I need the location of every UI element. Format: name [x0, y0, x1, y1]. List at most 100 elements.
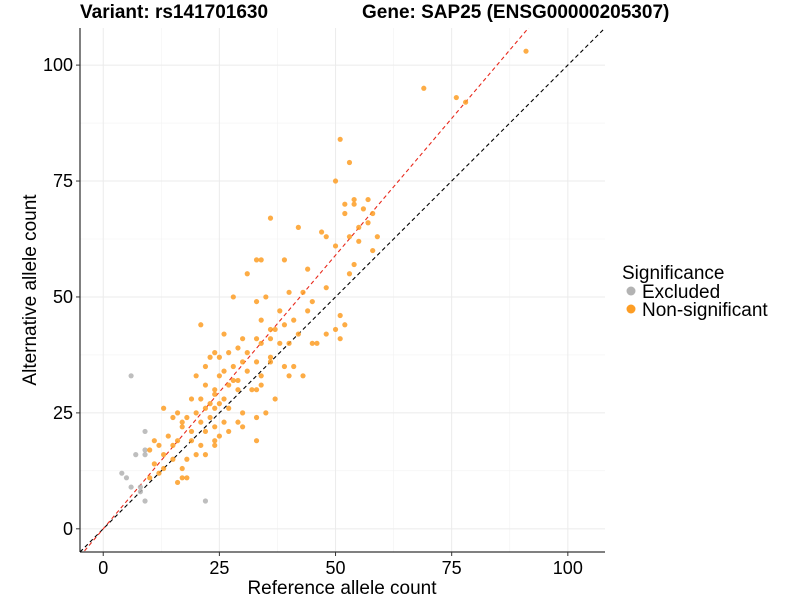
point-non-significant [342, 210, 348, 217]
point-non-significant [370, 210, 376, 217]
point-non-significant [235, 377, 241, 384]
point-non-significant [351, 201, 357, 207]
point-excluded [119, 470, 125, 476]
chart-title-variant: Variant: rs141701630 [80, 2, 269, 23]
point-non-significant [253, 359, 260, 365]
point-non-significant [202, 382, 209, 388]
point-non-significant [356, 224, 362, 230]
point-non-significant [179, 419, 185, 425]
x-axis-title: Reference allele count [247, 578, 437, 599]
point-non-significant [226, 382, 232, 388]
point-non-significant [318, 229, 325, 235]
point-non-significant [221, 368, 227, 374]
point-non-significant [193, 452, 199, 458]
point-non-significant [221, 419, 227, 425]
point-non-significant [244, 271, 250, 277]
point-non-significant [170, 414, 176, 421]
point-non-significant [161, 405, 167, 411]
point-non-significant [212, 350, 218, 356]
point-excluded [123, 475, 130, 481]
point-non-significant [216, 401, 222, 407]
point-non-significant [258, 373, 264, 379]
point-non-significant [226, 428, 232, 435]
point-non-significant [272, 326, 278, 333]
point-non-significant [267, 336, 274, 342]
point-non-significant [253, 387, 260, 393]
point-non-significant [221, 396, 227, 402]
point-non-significant [267, 215, 274, 221]
point-non-significant [332, 243, 339, 249]
point-non-significant [360, 206, 367, 212]
legend: Significance Excluded Non-significant [622, 263, 768, 321]
point-non-significant [202, 428, 209, 435]
point-excluded [142, 452, 148, 458]
point-excluded [133, 452, 139, 458]
point-non-significant [295, 224, 301, 230]
point-non-significant [226, 350, 232, 356]
point-non-significant [165, 433, 171, 439]
point-excluded [202, 498, 209, 504]
point-non-significant [221, 331, 227, 337]
point-non-significant [147, 447, 153, 453]
point-non-significant [198, 419, 204, 425]
point-non-significant [253, 257, 260, 263]
point-non-significant [179, 475, 185, 481]
point-non-significant [337, 312, 343, 319]
y-tick-label: 100 [43, 55, 73, 75]
point-non-significant [235, 419, 241, 425]
y-tick-label: 25 [53, 403, 73, 423]
point-non-significant [370, 247, 376, 254]
point-non-significant [295, 331, 301, 337]
point-non-significant [151, 461, 157, 467]
x-tick-label: 0 [98, 558, 108, 578]
point-non-significant [161, 465, 167, 472]
point-non-significant [188, 438, 195, 444]
chart-title-gene: Gene: SAP25 (ENSG00000205307) [362, 2, 670, 23]
point-non-significant [235, 345, 241, 351]
point-non-significant [202, 405, 209, 411]
point-non-significant [253, 336, 260, 342]
point-non-significant [207, 354, 213, 360]
point-non-significant [202, 363, 209, 370]
point-non-significant [198, 396, 204, 402]
point-non-significant [188, 428, 195, 435]
point-excluded [142, 447, 148, 453]
point-non-significant [198, 442, 204, 448]
point-non-significant [212, 405, 218, 411]
reference-line-identity [80, 28, 605, 552]
point-non-significant [156, 470, 162, 476]
point-non-significant [351, 261, 357, 268]
x-tick-label: 50 [326, 558, 346, 578]
x-tick-label: 75 [442, 558, 462, 578]
point-non-significant [207, 401, 213, 407]
point-non-significant [365, 196, 371, 203]
point-non-significant [305, 308, 311, 314]
point-non-significant [202, 452, 209, 458]
point-excluded [142, 428, 148, 435]
point-excluded [128, 484, 134, 490]
point-non-significant [184, 414, 190, 421]
point-non-significant [263, 294, 269, 300]
point-non-significant [281, 322, 288, 328]
point-non-significant [277, 308, 283, 314]
point-non-significant [216, 433, 222, 439]
point-non-significant [286, 373, 292, 379]
point-non-significant [356, 238, 362, 244]
point-non-significant [184, 475, 190, 481]
point-excluded [128, 373, 134, 379]
tick-labels: 0 25 50 75 100 0 25 50 75 100 [43, 55, 583, 578]
point-non-significant [281, 257, 288, 263]
point-non-significant [463, 99, 469, 105]
point-non-significant [267, 354, 274, 360]
point-non-significant [240, 424, 246, 430]
point-non-significant [258, 317, 264, 323]
point-non-significant [212, 438, 218, 444]
point-non-significant [240, 410, 246, 416]
point-non-significant [346, 159, 353, 166]
point-non-significant [337, 336, 343, 342]
point-non-significant [300, 289, 306, 295]
point-non-significant [179, 465, 185, 472]
point-non-significant [342, 201, 348, 207]
point-non-significant [161, 452, 167, 458]
point-non-significant [267, 359, 274, 365]
